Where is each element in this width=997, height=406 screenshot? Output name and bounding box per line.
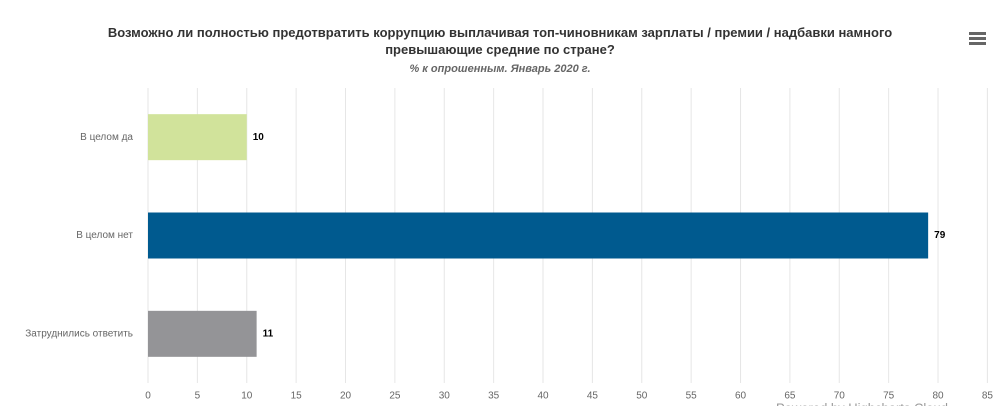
x-tick-label: 20 xyxy=(340,391,352,402)
x-tick-label: 10 xyxy=(241,391,253,402)
x-tick-label: 55 xyxy=(686,391,698,402)
bar xyxy=(148,310,257,357)
x-tick-label: 35 xyxy=(488,391,500,402)
x-tick-label: 15 xyxy=(291,391,303,402)
x-tick-label: 80 xyxy=(932,391,944,402)
bar xyxy=(148,212,929,259)
menu-line xyxy=(969,32,986,35)
x-tick-label: 40 xyxy=(537,391,549,402)
data-label: 10 xyxy=(253,132,265,143)
menu-line xyxy=(969,42,986,45)
menu-button[interactable] xyxy=(969,32,986,45)
x-tick-label: 60 xyxy=(735,391,747,402)
y-tick-label: В целом нет xyxy=(76,230,133,241)
data-label: 11 xyxy=(263,328,274,339)
x-tick-label: 30 xyxy=(439,391,451,402)
x-tick-label: 65 xyxy=(784,391,796,402)
data-label: 79 xyxy=(934,230,946,241)
x-tick-label: 50 xyxy=(636,391,648,402)
chart-subtitle: % к опрошенным. Январь 2020 г. xyxy=(409,63,591,75)
x-tick-label: 85 xyxy=(982,391,994,402)
x-tick-label: 70 xyxy=(834,391,846,402)
y-tick-label: Затруднились ответить xyxy=(25,328,133,339)
y-tick-label: В целом да xyxy=(80,132,133,143)
x-tick-label: 0 xyxy=(145,391,151,402)
credits: Powered by Highcharts Cloud xyxy=(776,400,948,406)
chart-title: Возможно ли полностью предотвратить корр… xyxy=(107,25,893,57)
menu-line xyxy=(969,37,986,40)
x-tick-label: 5 xyxy=(195,391,201,402)
x-tick-label: 25 xyxy=(389,391,401,402)
x-tick-label: 75 xyxy=(883,391,895,402)
x-tick-label: 45 xyxy=(587,391,599,402)
bar xyxy=(148,114,247,161)
